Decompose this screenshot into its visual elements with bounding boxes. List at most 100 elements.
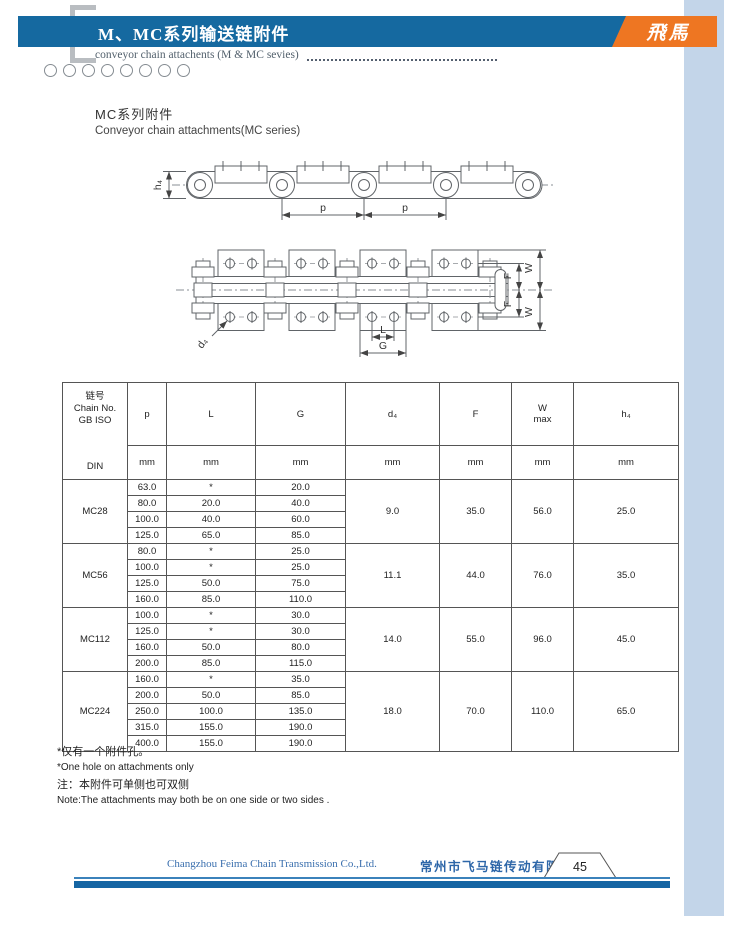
dim-label-W: W <box>523 263 535 273</box>
merged-cell: 18.0 <box>345 671 440 752</box>
merged-cell: 76.0 <box>511 543 574 608</box>
spec-cell: 160.0 <box>127 591 167 608</box>
spec-cell: 125.0 <box>127 623 167 640</box>
model-cell: MC224 <box>62 671 128 752</box>
spec-cell: 250.0 <box>127 703 167 720</box>
spec-cell: 20.0 <box>255 479 346 496</box>
spec-cell: 75.0 <box>255 575 346 592</box>
spec-cell: 200.0 <box>127 655 167 672</box>
col-header-L: L <box>166 382 256 446</box>
unit-cell: mm <box>255 445 346 480</box>
circle-decoration <box>44 64 57 77</box>
dim-label-p: p <box>402 202 408 214</box>
merged-cell: 9.0 <box>345 479 440 544</box>
spec-cell: 200.0 <box>127 687 167 704</box>
dotted-rule <box>306 50 497 61</box>
spec-cell: * <box>166 671 256 688</box>
dim-label-W: W <box>523 307 535 317</box>
note-line: *仅有一个附件孔。 <box>57 746 150 758</box>
chain-no-std: GB ISO <box>78 415 112 426</box>
model-cell: MC112 <box>62 607 128 672</box>
spec-cell: 110.0 <box>255 591 346 608</box>
spec-cell: 60.0 <box>255 511 346 528</box>
spec-cell: 25.0 <box>255 543 346 560</box>
feima-logo: 飛馬 <box>646 22 691 44</box>
spec-cell: 80.0 <box>127 543 167 560</box>
model-cell: MC28 <box>62 479 128 544</box>
spec-cell: 155.0 <box>166 719 256 736</box>
spec-cell: 190.0 <box>255 719 346 736</box>
spec-cell: * <box>166 623 256 640</box>
dim-label-h4: h₄ <box>152 180 164 190</box>
circle-decoration <box>177 64 190 77</box>
spec-cell: 85.0 <box>166 591 256 608</box>
spec-cell: 100.0 <box>127 607 167 624</box>
unit-cell: mm <box>573 445 679 480</box>
merged-cell: 110.0 <box>511 671 574 752</box>
merged-cell: 25.0 <box>573 479 679 544</box>
unit-cell: mm <box>166 445 256 480</box>
spec-cell: * <box>166 479 256 496</box>
note-line: Note:The attachments may both be on one … <box>57 795 330 806</box>
section-title-cn: MC系列附件 <box>95 107 174 122</box>
circle-decoration <box>101 64 114 77</box>
side-view-drawing: h₄ p p <box>152 161 556 220</box>
merged-cell: 35.0 <box>573 543 679 608</box>
page-number: 45 <box>573 860 587 874</box>
bracket-decoration-bottom <box>70 58 96 63</box>
merged-cell: 14.0 <box>345 607 440 672</box>
circle-decoration <box>158 64 171 77</box>
dim-label-G: G <box>379 340 387 352</box>
plan-view-drawing: d₄ L G F F W W <box>176 249 552 357</box>
unit-cell: mm <box>127 445 167 480</box>
chain-no-cn: 链号 <box>85 391 105 402</box>
din-label: DIN <box>86 461 104 472</box>
spec-cell: 50.0 <box>166 639 256 656</box>
page-number-badge: 45 <box>543 852 617 879</box>
dim-label-L: L <box>380 324 386 336</box>
col-header-d4: d₄ <box>345 382 440 446</box>
chain-no-en: Chain No. <box>73 403 117 414</box>
spec-cell: * <box>166 543 256 560</box>
chain-no-header-cell: 链号 Chain No. GB ISO DIN <box>62 382 128 480</box>
side-strip <box>684 0 724 916</box>
spec-cell: 85.0 <box>255 527 346 544</box>
table-row: 160.0 50.0 80.0 <box>63 639 679 656</box>
table-row: MC224 160.0 * 35.0 18.0 70.0 110.0 65.0 <box>62 671 679 752</box>
merged-cell: 70.0 <box>439 671 512 752</box>
spec-cell: 125.0 <box>127 575 167 592</box>
col-header-h4: h₄ <box>573 382 679 446</box>
footer-rule-thin <box>74 877 670 879</box>
table-row: MC56 80.0 * 25.0 11.1 44.0 76.0 35.0 <box>62 543 679 608</box>
spec-cell: 50.0 <box>166 687 256 704</box>
table-row: 400.0 155.0 190.0 <box>63 735 679 752</box>
spec-cell: 160.0 <box>127 639 167 656</box>
spec-cell: 315.0 <box>127 719 167 736</box>
spec-cell: * <box>166 607 256 624</box>
company-name-cn: 常州市飞马链传动有限公司 <box>420 860 589 874</box>
footer-rule-thick <box>74 881 670 888</box>
brand-logo-band: 飛馬 <box>612 16 717 47</box>
spec-cell: 30.0 <box>255 623 346 640</box>
bracket-decoration-top <box>70 5 96 10</box>
col-header-p: p <box>127 382 167 446</box>
merged-cell: 45.0 <box>573 607 679 672</box>
model-cell: MC56 <box>62 543 128 608</box>
header-banner: M、MC系列输送链附件 <box>18 16 633 47</box>
merged-cell: 96.0 <box>511 607 574 672</box>
unit-cell: mm <box>345 445 440 480</box>
spec-cell: 190.0 <box>255 735 346 752</box>
page-title: M、MC系列输送链附件 <box>98 25 290 44</box>
spec-cell: 50.0 <box>166 575 256 592</box>
table-row: 315.0 155.0 190.0 <box>63 719 679 736</box>
spec-cell: 160.0 <box>127 671 167 688</box>
section-title-en: Conveyor chain attachments(MC series) <box>95 125 301 137</box>
merged-cell: 11.1 <box>345 543 440 608</box>
spec-cell: 40.0 <box>255 495 346 512</box>
table-row: 160.0 85.0 110.0 <box>63 591 679 608</box>
note-line: *One hole on attachments only <box>57 762 194 773</box>
spec-cell: 65.0 <box>166 527 256 544</box>
spec-cell: * <box>166 559 256 576</box>
